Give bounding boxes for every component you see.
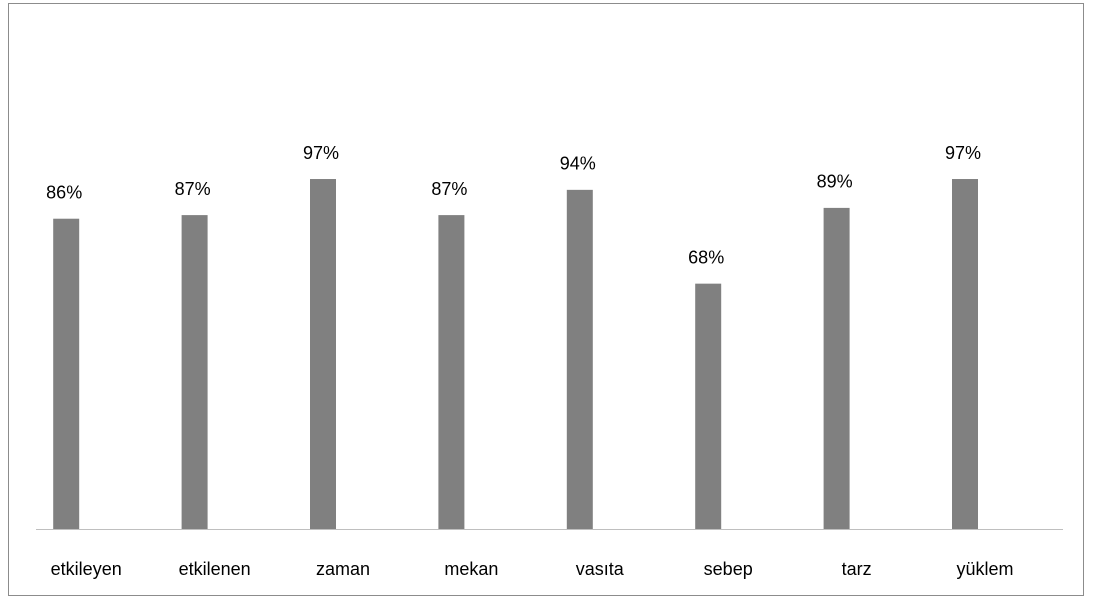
x-tick-label: mekan	[444, 559, 498, 579]
data-label: 97%	[303, 143, 339, 163]
data-label: 86%	[46, 182, 82, 202]
bar	[952, 179, 978, 530]
x-tick-label: zaman	[316, 559, 370, 579]
data-label: 87%	[175, 179, 211, 199]
x-tick-label: sebep	[704, 559, 753, 579]
x-tick-label: etkileyen	[51, 559, 122, 579]
bar	[438, 215, 465, 529]
x-tick-label: vasıta	[576, 559, 625, 579]
data-label: 87%	[431, 179, 467, 199]
data-label: 97%	[945, 143, 981, 163]
data-label: 89%	[817, 172, 853, 192]
bar	[310, 179, 336, 530]
bar	[695, 283, 722, 529]
bar	[566, 189, 593, 529]
bar	[823, 207, 850, 529]
chart-border	[8, 3, 1084, 596]
data-label: 68%	[688, 247, 724, 267]
x-tick-label: yüklem	[956, 559, 1013, 579]
bar	[53, 218, 80, 529]
x-tick-label: tarz	[842, 559, 872, 579]
bar	[181, 215, 208, 529]
data-label: 94%	[560, 154, 596, 174]
x-tick-label: etkilenen	[179, 559, 251, 579]
